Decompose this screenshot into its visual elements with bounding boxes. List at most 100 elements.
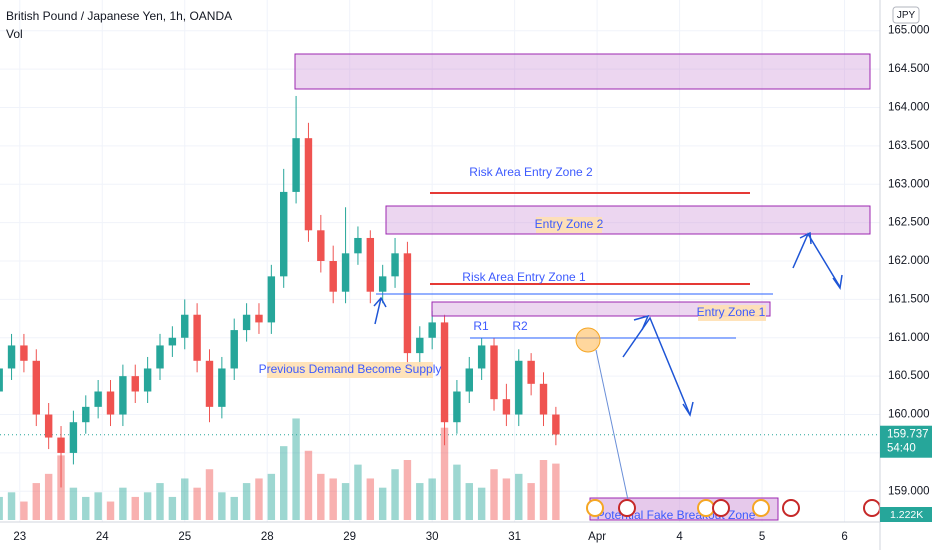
last-price-box <box>880 425 932 458</box>
candle-body <box>280 191 288 277</box>
volume-bar <box>477 487 486 520</box>
volume-bar <box>341 483 350 520</box>
y-tick-label: 165.000 <box>888 25 930 37</box>
volume-bar <box>280 446 288 520</box>
currency-box[interactable] <box>892 6 920 24</box>
label-bg <box>267 362 433 378</box>
volume-bar <box>317 473 325 520</box>
y-tick-label: 159.000 <box>888 485 930 497</box>
y-tick-label: 163.000 <box>888 178 930 190</box>
volume-title: Vol <box>6 27 23 41</box>
highlight-circle <box>575 327 601 353</box>
candle-body <box>292 138 300 192</box>
annotation: R2 <box>512 319 528 333</box>
arrow-head <box>373 296 387 308</box>
candle-body <box>354 237 362 254</box>
x-tick-label: 31 <box>508 531 521 543</box>
event-icon <box>618 499 636 517</box>
annotation: Entry Zone 2 <box>535 217 604 231</box>
candle-body <box>539 383 548 415</box>
volume-bar <box>539 460 548 520</box>
candle-body <box>366 237 375 292</box>
candle-body <box>143 368 152 392</box>
candle-body <box>181 314 189 338</box>
annotation: Previous Demand Become Supply <box>259 362 442 376</box>
volume-bar <box>32 483 40 520</box>
y-tick-label: 164.500 <box>888 63 930 75</box>
candle-body <box>341 253 350 292</box>
zone-box <box>294 53 871 90</box>
volume-bar <box>428 478 436 520</box>
volume-bar <box>416 483 424 520</box>
candle-body <box>242 314 251 331</box>
volume-bar <box>20 501 28 520</box>
event-icon <box>586 499 604 517</box>
volume-bar <box>106 501 115 520</box>
x-tick-label: 25 <box>178 531 191 543</box>
event-icon <box>697 499 715 517</box>
volume-bar <box>0 496 3 520</box>
y-tick-label: 160.500 <box>888 370 930 382</box>
arrow-head <box>799 231 812 245</box>
arrow-head <box>832 274 843 290</box>
arrow-head <box>682 401 694 417</box>
volume-bar <box>527 483 535 520</box>
chart-title: British Pound / Japanese Yen, 1h, OANDA <box>6 9 232 23</box>
y-tick-label: 161.500 <box>888 293 930 305</box>
candle-body <box>0 368 3 392</box>
annotation: Risk Area Entry Zone 2 <box>469 165 593 179</box>
event-icons <box>586 499 881 517</box>
candle-body <box>552 414 560 435</box>
volume-bar <box>366 478 375 520</box>
volume-label: 1.222K <box>890 509 923 521</box>
candle-body <box>527 360 535 384</box>
candle-body <box>106 391 115 415</box>
volume-bar <box>502 478 511 520</box>
candle-body <box>378 276 387 292</box>
drawings: Risk Area Entry Zone 2 Entry Zone 2 Risk… <box>259 53 881 522</box>
axes: 159.000159.500160.000160.500161.000161.5… <box>13 25 932 543</box>
candle-body <box>7 345 16 369</box>
y-tick-label: 160.000 <box>888 409 930 421</box>
volume-bar <box>403 460 412 520</box>
volume-bar <box>218 492 226 520</box>
candle-body <box>416 337 424 354</box>
volume-bar <box>453 464 461 520</box>
candle-body <box>218 368 226 407</box>
x-tick-label: Apr <box>588 531 606 543</box>
y-tick-label: 162.000 <box>888 255 930 267</box>
arrow-head <box>633 314 650 331</box>
volume-box <box>880 507 932 522</box>
price-axis <box>880 0 932 550</box>
volume-bar <box>181 478 189 520</box>
grid <box>0 0 880 522</box>
label-bg <box>536 217 602 233</box>
volume-bar <box>490 469 498 520</box>
event-icon <box>863 499 881 517</box>
last-price-label: 159.737 <box>887 429 929 441</box>
x-tick-label: 30 <box>426 531 439 543</box>
volume-bar <box>552 463 560 520</box>
candle-body <box>156 345 164 369</box>
candle-body <box>69 422 78 453</box>
volume-bar <box>378 487 387 520</box>
candle-body <box>428 322 436 338</box>
candle-body <box>131 376 139 392</box>
candle-body <box>304 138 313 231</box>
volume-bar <box>391 469 399 520</box>
volume-bar <box>44 473 53 520</box>
volume-pane <box>0 418 560 520</box>
volume-bar <box>156 483 164 520</box>
candle-body <box>205 360 214 407</box>
candle-body <box>502 399 511 415</box>
candle-body <box>477 345 486 369</box>
x-tick-label: 5 <box>759 531 765 543</box>
currency-label[interactable]: JPY <box>897 10 916 21</box>
volume-bar <box>304 450 313 520</box>
candle-body <box>32 360 40 415</box>
price-pane <box>0 95 560 488</box>
x-tick-label: 6 <box>841 531 847 543</box>
y-tick-label: 161.000 <box>888 332 930 344</box>
